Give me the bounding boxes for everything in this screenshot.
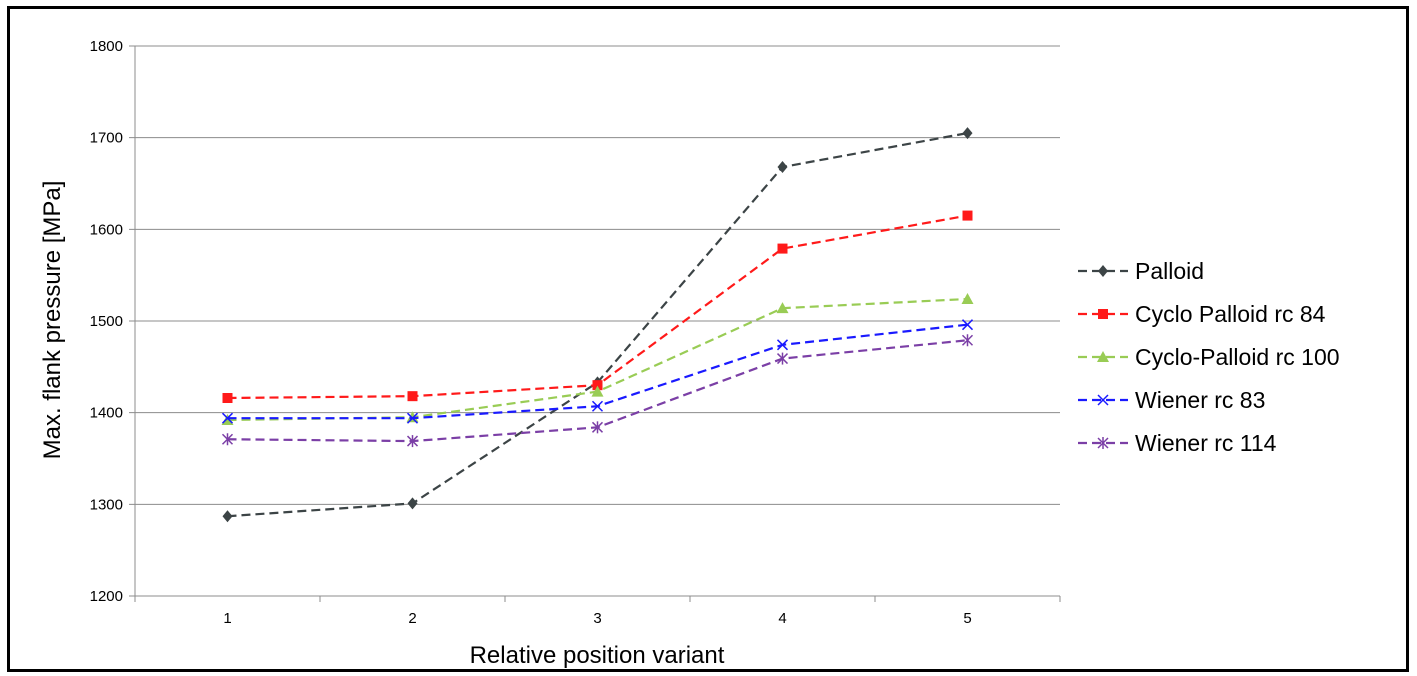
grid-lines [129,45,1060,597]
chart-frame [7,6,1409,672]
data-point-triangle [776,302,789,314]
data-point-x [776,339,789,351]
series-3 [221,293,974,425]
y-tick-label: 1700 [90,130,123,147]
legend-label: Cyclo Palloid rc 84 [1135,301,1326,327]
series-line [227,214,968,400]
data-point-square [407,391,418,402]
data-point-x [1097,394,1109,406]
axes [134,46,1061,602]
series-line [227,132,968,518]
data-point-star [1097,437,1109,449]
x-tick-label: 4 [778,610,786,627]
series-4 [221,319,974,424]
legend-label: Cyclo-Palloid rc 100 [1135,344,1340,370]
x-tick-label: 3 [593,610,601,627]
series-line [227,297,968,422]
data-point-star [591,421,604,434]
x-tick-labels: 1 2 3 4 5 [223,610,971,627]
series-line [227,323,968,420]
legend-label: Wiener rc 114 [1135,430,1277,456]
legend-item: Cyclo-Palloid rc 100 [1078,344,1340,370]
data-point-x [406,412,419,424]
data-point-triangle [591,385,604,397]
data-point-diamond [1098,265,1108,277]
y-tick-label: 1600 [90,221,123,238]
y-tick-label: 1500 [90,313,123,330]
x-stroke [961,319,974,331]
series-1 [222,127,973,523]
data-point-diamond [407,497,418,510]
y-tick-label: 1300 [90,496,123,513]
data-point-square [777,243,788,254]
x-stroke [591,400,604,412]
legend-label: Wiener rc 83 [1135,387,1265,413]
data-point-star [961,334,974,347]
data-point-square [222,393,233,403]
data-point-triangle [221,414,234,425]
legend-item: Palloid [1078,258,1204,284]
x-tick-label: 2 [408,610,416,627]
data-point-triangle [406,411,419,423]
x-tick-label: 1 [223,610,231,627]
data-point-x [961,319,974,331]
data-point-square [592,380,603,391]
data-point-star [221,433,234,446]
x-tick-label: 5 [963,610,971,627]
data-point-triangle [961,293,974,304]
data-point-diamond [777,161,788,173]
y-axis-title: Max. flank pressure [MPa] [39,181,66,460]
series-2 [222,210,973,403]
legend-item: Wiener rc 114 [1078,430,1277,456]
data-point-diamond [962,127,973,140]
x-stroke [776,339,789,351]
data-point-x [591,400,604,412]
legend-item: Wiener rc 83 [1078,387,1265,413]
data-point-square [962,210,973,221]
x-axis-title: Relative position variant [470,642,725,669]
legend-item: Cyclo Palloid rc 84 [1078,301,1326,327]
data-point-triangle [1097,351,1109,362]
x-stroke [221,412,234,424]
x-stroke [1097,394,1109,406]
data-point-square [1098,309,1108,319]
legend: Palloid Cyclo Palloid rc 84 Cyclo-Palloid … [1078,258,1340,456]
data-point-star [406,435,419,448]
y-tick-label: 1800 [90,38,123,55]
series-group [221,127,974,523]
x-stroke [406,412,419,424]
data-point-x [221,412,234,424]
y-tick-label: 1200 [90,588,123,605]
data-point-star [776,352,789,365]
data-point-diamond [222,510,233,523]
y-tick-label: 1400 [90,405,123,422]
y-tick-labels: 1200 1300 1400 1500 1600 1700 1800 [90,38,123,605]
legend-label: Palloid [1135,258,1204,284]
series-5 [221,334,974,448]
